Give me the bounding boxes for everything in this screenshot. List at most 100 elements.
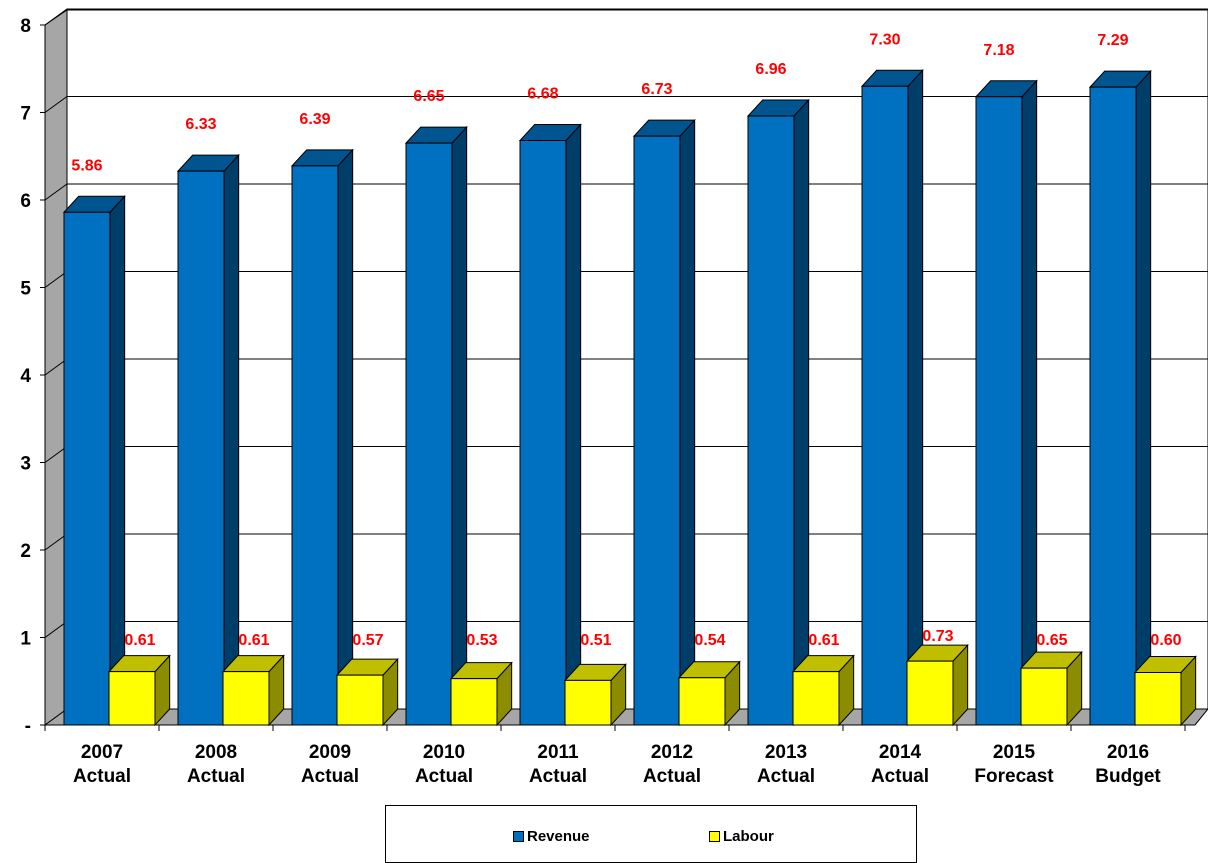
- x-tick-label: Actual: [301, 766, 359, 787]
- revenue-bar-value-label: 6.73: [641, 81, 672, 98]
- revenue-bar: [518, 123, 582, 727]
- legend-item-revenue: Revenue: [513, 828, 590, 845]
- x-tick-label: 2009: [309, 742, 351, 763]
- revenue-bar-side: [223, 153, 240, 727]
- labour-bar-front: [1020, 667, 1068, 726]
- labour-bar-value-label: 0.61: [124, 632, 155, 649]
- revenue-bar: [1088, 69, 1152, 727]
- labour-bar: [1133, 655, 1197, 727]
- revenue-bar-side: [1021, 79, 1038, 727]
- x-tick-label: 2016: [1107, 742, 1149, 763]
- revenue-bar-front: [1089, 86, 1137, 726]
- revenue-bar-front: [405, 142, 453, 726]
- revenue-bar-value-label: 6.33: [185, 116, 216, 133]
- y-tick-label: -: [25, 716, 31, 737]
- x-tick-label: 2014: [879, 742, 922, 763]
- x-tick-label: Actual: [643, 766, 701, 787]
- x-tick-label: 2013: [765, 742, 807, 763]
- revenue-bar: [176, 153, 240, 727]
- x-tick-label: 2008: [195, 742, 237, 763]
- revenue-bar-value-label: 7.30: [869, 31, 900, 48]
- revenue-bar-side: [907, 68, 924, 727]
- revenue-bar: [746, 98, 810, 727]
- y-tick-label: 6: [20, 191, 31, 212]
- revenue-bar-side: [565, 123, 582, 727]
- labour-bar-front: [1134, 672, 1182, 726]
- legend-swatch-labour: [709, 831, 720, 842]
- labour-bar-value-label: 0.65: [1036, 632, 1067, 649]
- labour-bar-front: [222, 671, 270, 726]
- labour-bar-front: [564, 679, 612, 726]
- gridline: [44, 96, 1208, 113]
- labour-bar-front: [450, 678, 498, 726]
- revenue-bar-side: [679, 118, 696, 727]
- labour-bar-value-label: 0.61: [238, 632, 269, 649]
- revenue-bar-side: [337, 148, 354, 727]
- x-tick-label: Forecast: [974, 766, 1054, 787]
- labour-bar: [905, 643, 969, 727]
- revenue-bar-front: [291, 165, 339, 726]
- y-tick-label: 4: [20, 366, 31, 387]
- labour-bar: [107, 654, 171, 727]
- revenue-bar-value-label: 6.68: [527, 86, 558, 103]
- labour-bar-value-label: 0.61: [808, 632, 839, 649]
- legend-label-revenue: Revenue: [527, 828, 590, 845]
- bars: 5.86 0.61 6.33 0.61 6.39 0.57 6.65 0.53 6.68 0.51…: [62, 31, 1197, 727]
- y-tick-label: 1: [20, 629, 31, 650]
- labour-bar: [677, 660, 741, 727]
- labour-bar-front: [336, 674, 384, 726]
- revenue-bar-side: [109, 194, 126, 727]
- labour-bar-front: [108, 671, 156, 726]
- revenue-bar-value-label: 7.29: [1097, 32, 1128, 49]
- revenue-bar-front: [975, 96, 1023, 726]
- revenue-bar: [860, 68, 924, 727]
- revenue-bar-value-label: 5.86: [71, 157, 102, 174]
- x-tick-label: 2012: [651, 742, 693, 763]
- labour-bar: [335, 657, 399, 727]
- labour-bar-value-label: 0.73: [922, 628, 953, 645]
- gridline: [44, 8, 1208, 26]
- labour-bar: [563, 663, 627, 727]
- x-tick-label: Actual: [187, 766, 245, 787]
- y-tick-label: 2: [20, 541, 31, 562]
- revenue-bar-front: [861, 85, 909, 726]
- gridline: [44, 183, 1208, 201]
- revenue-bar: [290, 148, 354, 727]
- revenue-bar-front: [63, 211, 111, 726]
- y-tick-label: 7: [20, 104, 31, 125]
- legend-swatch-revenue: [513, 831, 524, 842]
- labour-bar-front: [678, 677, 726, 726]
- revenue-bar: [974, 79, 1038, 727]
- labour-bar-value-label: 0.54: [694, 632, 725, 649]
- revenue-bar-side: [793, 98, 810, 727]
- legend-item-labour: Labour: [709, 828, 774, 845]
- revenue-bar-value-label: 6.65: [413, 88, 444, 105]
- labour-bar-value-label: 0.57: [352, 632, 383, 649]
- revenue-bar-front: [747, 115, 795, 726]
- x-tick-label: Actual: [415, 766, 473, 787]
- y-tick-label: 3: [20, 454, 31, 475]
- legend-label-labour: Labour: [723, 828, 774, 845]
- x-axis: 2007 Actual 2008 Actual 2009 Actual 2010 Actual…: [44, 724, 1195, 787]
- y-axis: - 1 2 3 4 5 6 7 8: [20, 16, 46, 737]
- x-tick-label: Actual: [73, 766, 131, 787]
- revenue-bar-side: [451, 125, 468, 727]
- x-tick-label: 2007: [81, 742, 123, 763]
- revenue-bar-side: [1135, 69, 1152, 727]
- labour-bar-front: [906, 660, 954, 726]
- revenue-bar-front: [177, 170, 225, 726]
- revenue-bar: [62, 194, 126, 727]
- labour-bar-front: [792, 671, 840, 726]
- x-tick-label: Actual: [757, 766, 815, 787]
- x-tick-label: Actual: [529, 766, 587, 787]
- labour-bar-value-label: 0.60: [1150, 632, 1181, 649]
- x-tick-label: 2010: [423, 742, 465, 763]
- revenue-bar-front: [519, 140, 567, 726]
- revenue-bar-front: [633, 135, 681, 726]
- x-tick-label: 2015: [993, 742, 1036, 763]
- labour-bar-value-label: 0.53: [466, 632, 497, 649]
- revenue-bar-value-label: 7.18: [983, 42, 1014, 59]
- x-tick-label: Actual: [871, 766, 929, 787]
- labour-bar: [1019, 650, 1083, 727]
